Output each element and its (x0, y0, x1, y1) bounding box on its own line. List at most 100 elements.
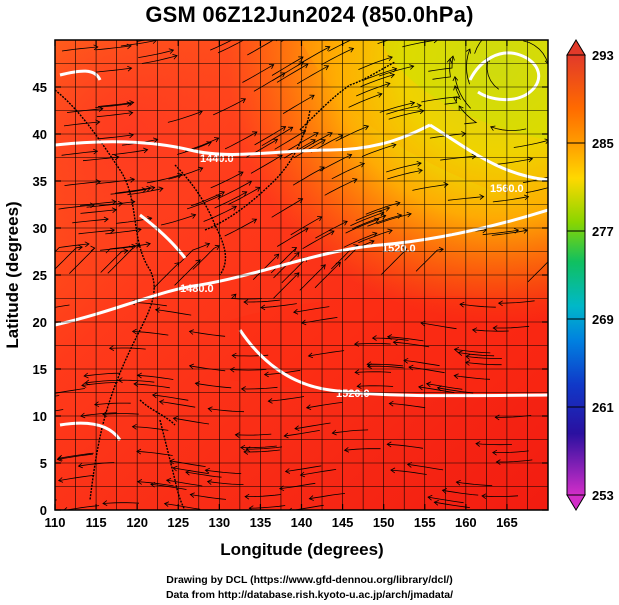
streamline (454, 375, 491, 380)
streamline-arrow (391, 66, 398, 73)
x-tick-label: 145 (332, 515, 354, 530)
streamline-arrow (387, 228, 393, 235)
streamline-arrow (386, 441, 392, 448)
streamline-arrow (409, 100, 416, 107)
streamline (332, 429, 369, 434)
colorbar-tick-label: 253 (592, 488, 614, 503)
streamline-arrow (274, 253, 280, 259)
streamline (490, 126, 527, 131)
streamline (235, 433, 272, 436)
streamline-arrow (255, 186, 261, 192)
streamline (493, 325, 530, 329)
streamline-arrow (143, 147, 149, 154)
streamline-arrow (495, 459, 501, 465)
streamline-arrow (93, 44, 99, 51)
streamline (378, 65, 414, 77)
streamline-arrow (356, 35, 361, 40)
streamline (241, 386, 278, 390)
y-axis: 0 5 10 15 20 25 30 35 40 45 (33, 80, 548, 518)
streamline (299, 264, 326, 291)
streamline-arrow (481, 493, 487, 500)
streamline-arrow (198, 166, 204, 173)
streamline (283, 139, 316, 159)
streamline-arrow (81, 382, 87, 388)
streamline-arrow (190, 213, 197, 219)
streamline (190, 191, 225, 207)
streamline (280, 40, 285, 43)
streamline-arrow (549, 256, 554, 261)
streamline-arrow (471, 327, 478, 334)
streamline-arrow (108, 345, 115, 351)
x-axis-title: Longitude (degrees) (220, 540, 383, 559)
streamline-arrow (188, 329, 194, 335)
x-tick-label: 160 (455, 515, 477, 530)
streamline (55, 395, 60, 397)
streamline-arrow (24, 398, 28, 403)
streamline-arrow (172, 416, 178, 422)
streamline (284, 430, 320, 437)
streamline (308, 350, 345, 357)
streamline-arrow (280, 126, 287, 131)
streamline (272, 61, 304, 81)
x-tick-label: 110 (45, 515, 66, 530)
contour-label: 1520.0 (336, 388, 370, 400)
streamline-arrow (342, 220, 348, 226)
colorbar-bar (566, 54, 586, 496)
streamline-arrow (372, 231, 378, 238)
streamline-arrow (335, 261, 341, 267)
streamline-arrow (219, 191, 225, 197)
streamline (102, 502, 140, 504)
streamline (190, 494, 227, 500)
streamline (344, 448, 381, 451)
streamline-arrow (229, 366, 235, 373)
streamline (85, 379, 122, 384)
y-tick-label: 45 (33, 80, 47, 95)
streamline (245, 494, 282, 497)
streamline (331, 163, 365, 180)
streamline-arrow (77, 462, 83, 469)
streamline (55, 246, 83, 270)
streamline-arrow (251, 218, 258, 224)
streamline-arrow (252, 131, 258, 137)
streamline (247, 40, 275, 56)
streamline (420, 322, 457, 330)
streamline-arrow (408, 32, 412, 37)
streamline-arrow (93, 148, 99, 155)
contour-label: 1440.0 (200, 153, 234, 165)
streamline-arrow (129, 177, 136, 183)
streamline (408, 366, 445, 374)
streamline-arrow (131, 423, 137, 430)
streamline (250, 154, 283, 174)
streamline-arrow (416, 103, 422, 109)
streamline-arrow (479, 194, 485, 200)
x-tick-label: 120 (126, 515, 148, 530)
streamline-arrow (354, 369, 360, 376)
streamline-arrow (165, 477, 172, 484)
y-tick-label: 20 (33, 315, 47, 330)
streamline-arrow (128, 110, 134, 117)
streamline-arrow (243, 299, 249, 305)
y-tick-label: 15 (33, 362, 47, 377)
streamline-arrow (523, 194, 530, 201)
contour-label: 1520.0 (382, 243, 416, 255)
streamline (240, 445, 277, 449)
streamline-arrow (240, 444, 246, 451)
streamline (137, 481, 174, 487)
streamline-arrow (452, 75, 459, 82)
streamline-arrow (204, 242, 211, 248)
streamline (350, 212, 384, 227)
streamline-arrow (189, 492, 195, 498)
x-tick-label: 140 (291, 515, 313, 530)
streamline-arrow (57, 477, 64, 483)
x-tick-label: 150 (373, 515, 395, 530)
streamline-arrow (56, 455, 62, 462)
streamline-arrow (307, 352, 314, 359)
colorbar-tick-label: 261 (592, 400, 614, 415)
streamline-arrow (409, 64, 415, 70)
streamline-arrow (90, 245, 96, 252)
streamline-arrow (490, 125, 496, 131)
streamline-arrow (556, 183, 561, 188)
streamline (138, 49, 174, 58)
streamline-arrow (417, 168, 423, 174)
streamline-arrow (369, 239, 375, 245)
